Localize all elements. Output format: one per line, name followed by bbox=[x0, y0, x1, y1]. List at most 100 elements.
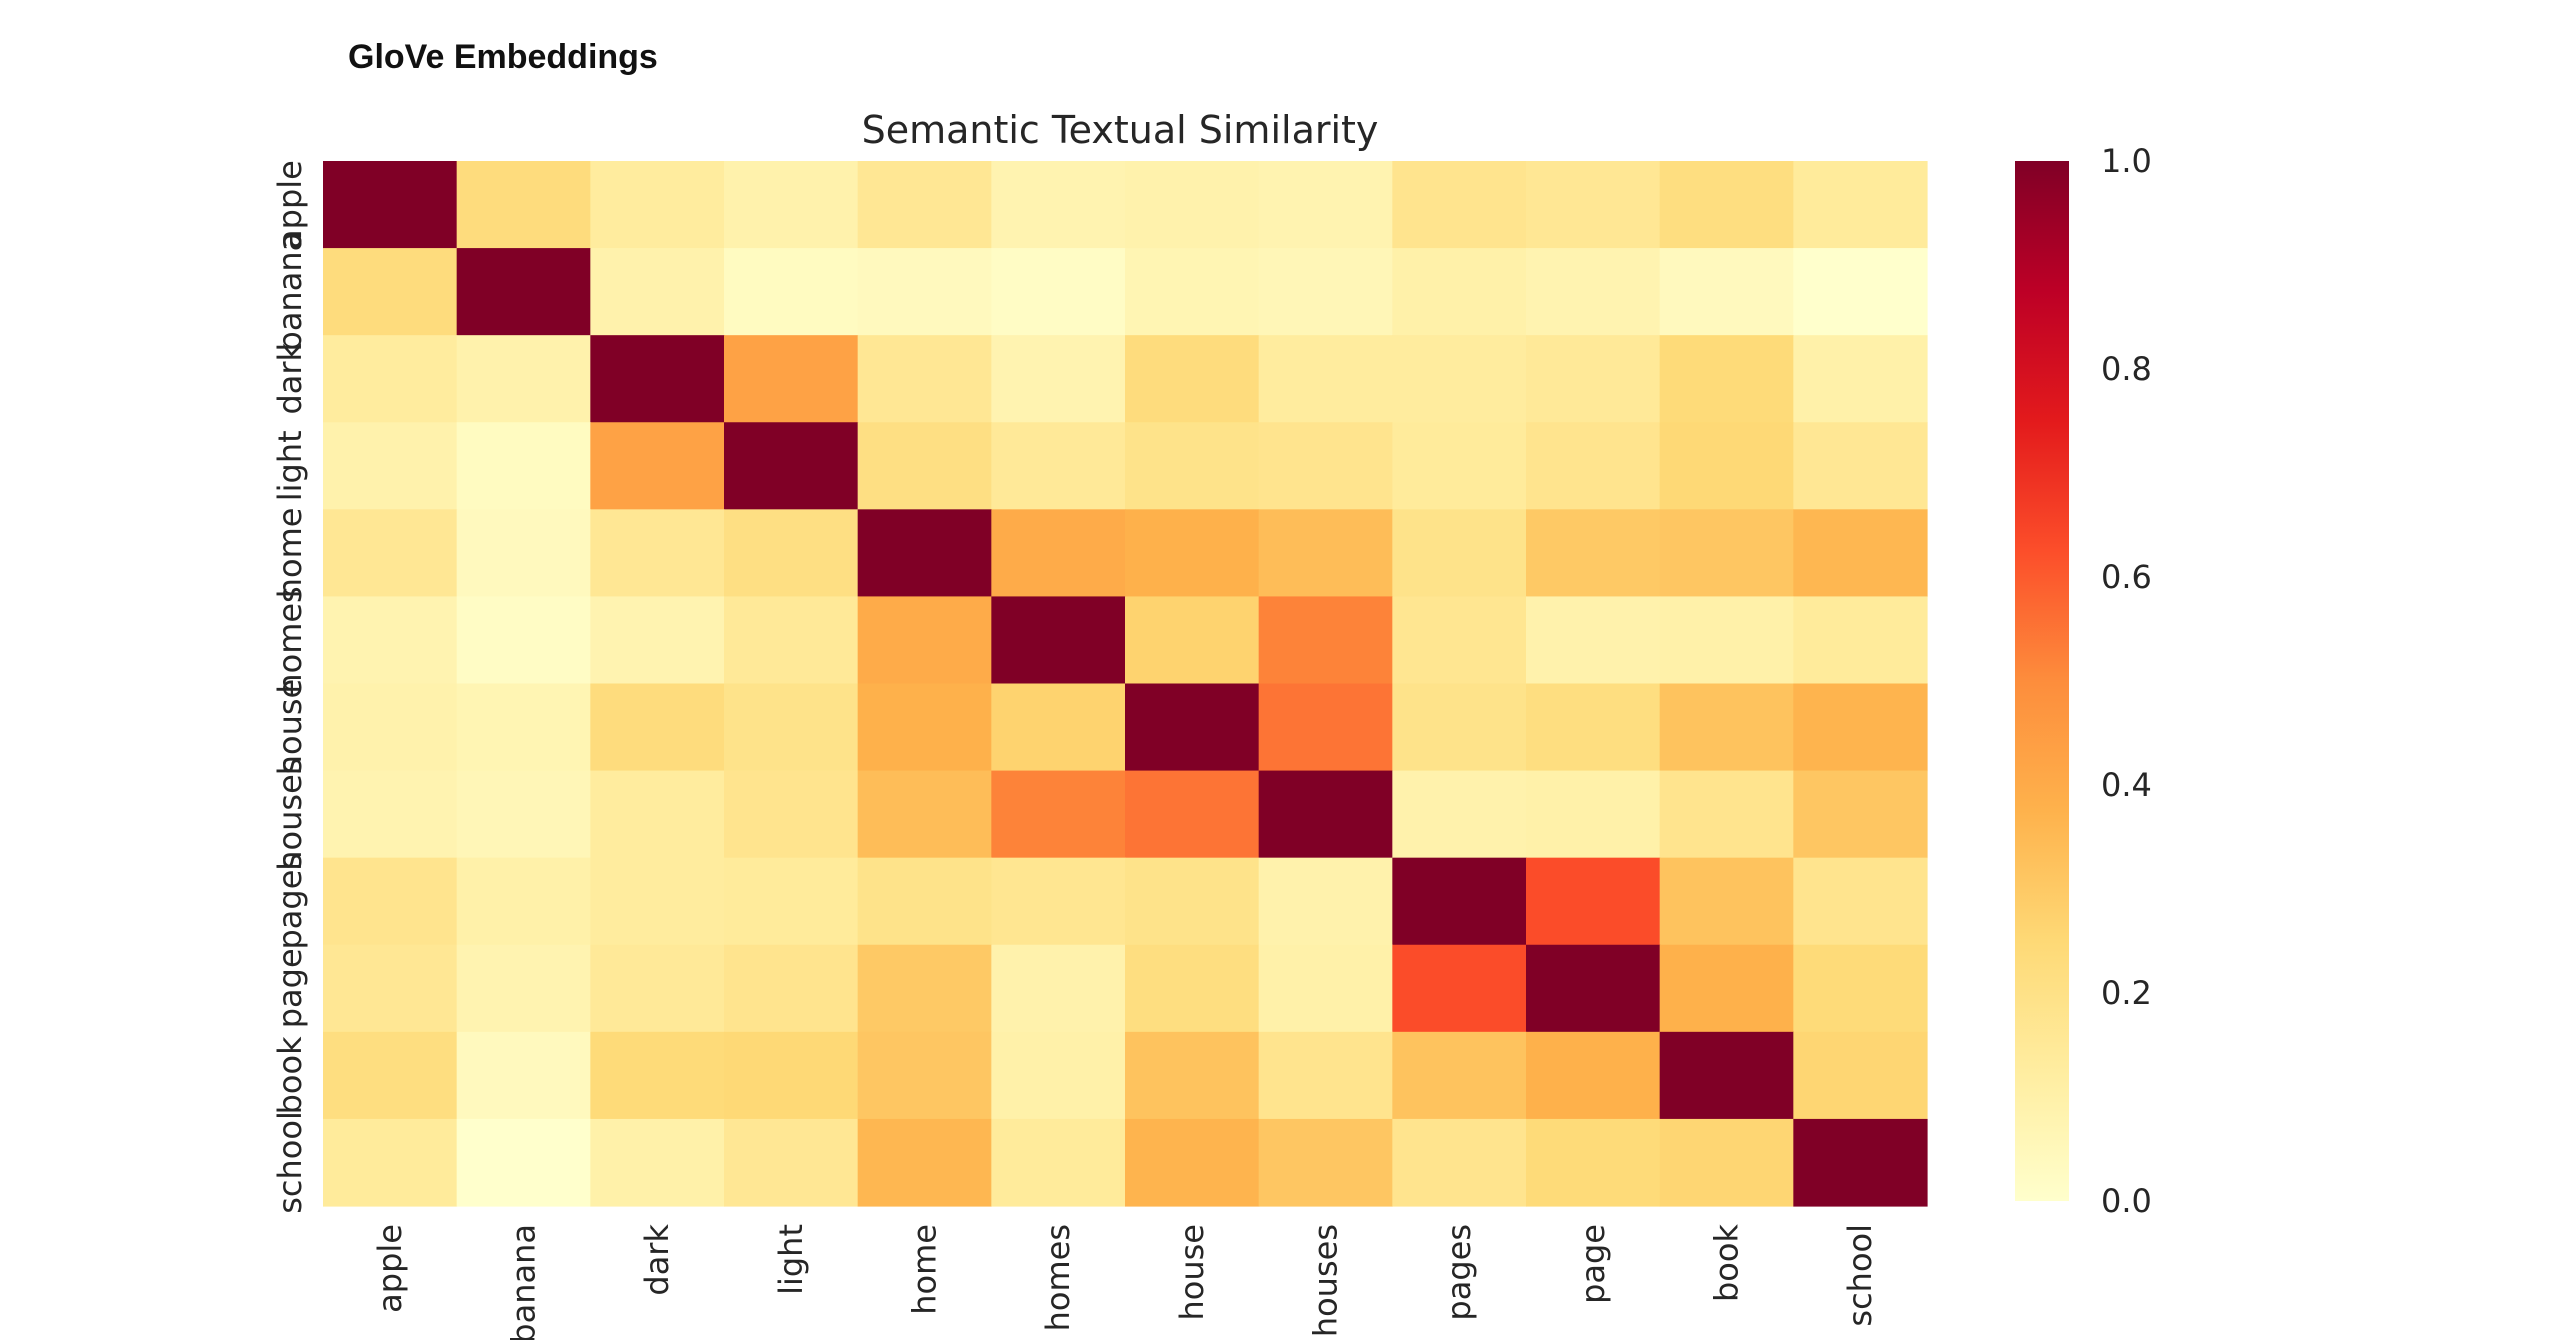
heatmap-cell-apple-school bbox=[1793, 161, 1928, 249]
heatmap-cell-page-homes bbox=[991, 944, 1126, 1033]
y-tick-label-dark: dark bbox=[271, 342, 309, 414]
colorbar-tick-0.8: 0.8 bbox=[2101, 350, 2152, 388]
heatmap-cell-book-apple bbox=[323, 1031, 458, 1120]
heatmap-cell-houses-dark bbox=[590, 770, 725, 859]
heatmap-cell-page-school bbox=[1793, 944, 1928, 1033]
heatmap-cell-book-book bbox=[1659, 1031, 1794, 1120]
heatmap-cell-homes-house bbox=[1125, 596, 1260, 685]
heatmap-cell-school-light bbox=[724, 1118, 859, 1207]
heatmap-cell-banana-school bbox=[1793, 248, 1928, 336]
heatmap-cell-apple-light bbox=[724, 161, 859, 249]
heatmap-cell-apple-dark bbox=[590, 161, 725, 249]
heatmap-cell-light-school bbox=[1793, 422, 1928, 510]
heatmap-cell-school-dark bbox=[590, 1118, 725, 1207]
heatmap-cell-page-light bbox=[724, 944, 859, 1033]
x-tick-label-book: book bbox=[1708, 1224, 1746, 1302]
heatmap-cell-houses-apple bbox=[323, 770, 458, 859]
heatmap-cell-book-page bbox=[1526, 1031, 1661, 1120]
heatmap-cell-houses-banana bbox=[456, 770, 591, 859]
heatmap-cell-school-book bbox=[1659, 1118, 1794, 1207]
heatmap-cell-dark-banana bbox=[456, 335, 591, 423]
heatmap-cell-book-home bbox=[857, 1031, 992, 1120]
heatmap-cell-house-home bbox=[857, 683, 992, 772]
heatmap-cell-homes-pages bbox=[1392, 596, 1527, 685]
colorbar-tick-labels: 0.0 0.2 0.4 0.6 0.8 1.0 bbox=[2101, 142, 2152, 1220]
heatmap-cell-light-apple bbox=[323, 422, 458, 510]
heatmap-cell-pages-banana bbox=[456, 857, 591, 946]
heatmap-cell-home-home bbox=[857, 509, 992, 598]
heatmap-cell-house-apple bbox=[323, 683, 458, 772]
heatmap-cell-school-pages bbox=[1392, 1118, 1527, 1207]
heatmap-cell-house-pages bbox=[1392, 683, 1527, 772]
heatmap-cell-house-banana bbox=[456, 683, 591, 772]
heatmap-cell-home-dark bbox=[590, 509, 725, 598]
heatmap-cell-book-houses bbox=[1258, 1031, 1393, 1120]
heatmap-cell-banana-homes bbox=[991, 248, 1126, 336]
heatmap-cell-houses-light bbox=[724, 770, 859, 859]
colorbar bbox=[2015, 161, 2069, 1201]
heatmap-cell-banana-banana bbox=[456, 248, 591, 336]
heatmap-cell-pages-apple bbox=[323, 857, 458, 946]
heatmap-cell-homes-home bbox=[857, 596, 992, 685]
y-tick-label-light: light bbox=[271, 430, 309, 501]
heatmap-cell-houses-page bbox=[1526, 770, 1661, 859]
heatmap-cell-school-banana bbox=[456, 1118, 591, 1207]
heatmap-cell-dark-page bbox=[1526, 335, 1661, 423]
heatmap-cell-homes-banana bbox=[456, 596, 591, 685]
heatmap-cell-banana-houses bbox=[1258, 248, 1393, 336]
x-tick-label-home: home bbox=[906, 1224, 944, 1315]
y-tick-label-house: house bbox=[271, 679, 309, 776]
heatmap-cell-book-school bbox=[1793, 1031, 1928, 1120]
heatmap-cell-banana-page bbox=[1526, 248, 1661, 336]
heatmap-cell-house-dark bbox=[590, 683, 725, 772]
heatmap-cell-home-school bbox=[1793, 509, 1928, 598]
heatmap-cell-home-page bbox=[1526, 509, 1661, 598]
y-tick-label-homes: homes bbox=[271, 586, 309, 693]
heatmap-cell-page-pages bbox=[1392, 944, 1527, 1033]
colorbar-tick-0.2: 0.2 bbox=[2101, 974, 2152, 1012]
heatmap-cell-school-apple bbox=[323, 1118, 458, 1207]
heatmap-cells bbox=[323, 161, 1928, 1207]
heatmap-cell-apple-banana bbox=[456, 161, 591, 249]
heatmap-cell-home-apple bbox=[323, 509, 458, 598]
heatmap-cell-pages-house bbox=[1125, 857, 1260, 946]
heatmap-cell-house-light bbox=[724, 683, 859, 772]
x-tick-label-houses: houses bbox=[1307, 1224, 1345, 1337]
heatmap-cell-light-banana bbox=[456, 422, 591, 510]
heatmap-cell-light-pages bbox=[1392, 422, 1527, 510]
heatmap-cell-light-house bbox=[1125, 422, 1260, 510]
heatmap-cell-light-book bbox=[1659, 422, 1794, 510]
heatmap-cell-book-homes bbox=[991, 1031, 1126, 1120]
heatmap-cell-pages-book bbox=[1659, 857, 1794, 946]
heatmap-cell-banana-dark bbox=[590, 248, 725, 336]
heatmap-cell-apple-home bbox=[857, 161, 992, 249]
heatmap-cell-light-page bbox=[1526, 422, 1661, 510]
heatmap-cell-home-homes bbox=[991, 509, 1126, 598]
colorbar-tick-0.4: 0.4 bbox=[2101, 766, 2152, 804]
heatmap-cell-banana-apple bbox=[323, 248, 458, 336]
x-tick-label-pages: pages bbox=[1440, 1224, 1478, 1321]
heatmap-cell-houses-pages bbox=[1392, 770, 1527, 859]
heatmap-cell-dark-light bbox=[724, 335, 859, 423]
heatmap-cell-pages-homes bbox=[991, 857, 1126, 946]
heatmap-cell-page-home bbox=[857, 944, 992, 1033]
heatmap-cell-house-page bbox=[1526, 683, 1661, 772]
heatmap-cell-dark-homes bbox=[991, 335, 1126, 423]
heatmap-cell-light-homes bbox=[991, 422, 1126, 510]
heatmap-cell-home-houses bbox=[1258, 509, 1393, 598]
heatmap-cell-pages-dark bbox=[590, 857, 725, 946]
heatmap-cell-homes-houses bbox=[1258, 596, 1393, 685]
heatmap-cell-light-light bbox=[724, 422, 859, 510]
heatmap-cell-pages-page bbox=[1526, 857, 1661, 946]
heatmap-cell-house-school bbox=[1793, 683, 1928, 772]
heatmap-cell-homes-apple bbox=[323, 596, 458, 685]
x-tick-label-light: light bbox=[772, 1224, 810, 1295]
heatmap-cell-home-book bbox=[1659, 509, 1794, 598]
x-tick-label-dark: dark bbox=[638, 1224, 676, 1296]
x-tick-label-page: page bbox=[1574, 1224, 1612, 1304]
page-title: GloVe Embeddings bbox=[348, 38, 658, 76]
x-tick-label-banana: banana bbox=[505, 1224, 543, 1340]
heatmap-cell-pages-school bbox=[1793, 857, 1928, 946]
heatmap-cell-page-page bbox=[1526, 944, 1661, 1033]
